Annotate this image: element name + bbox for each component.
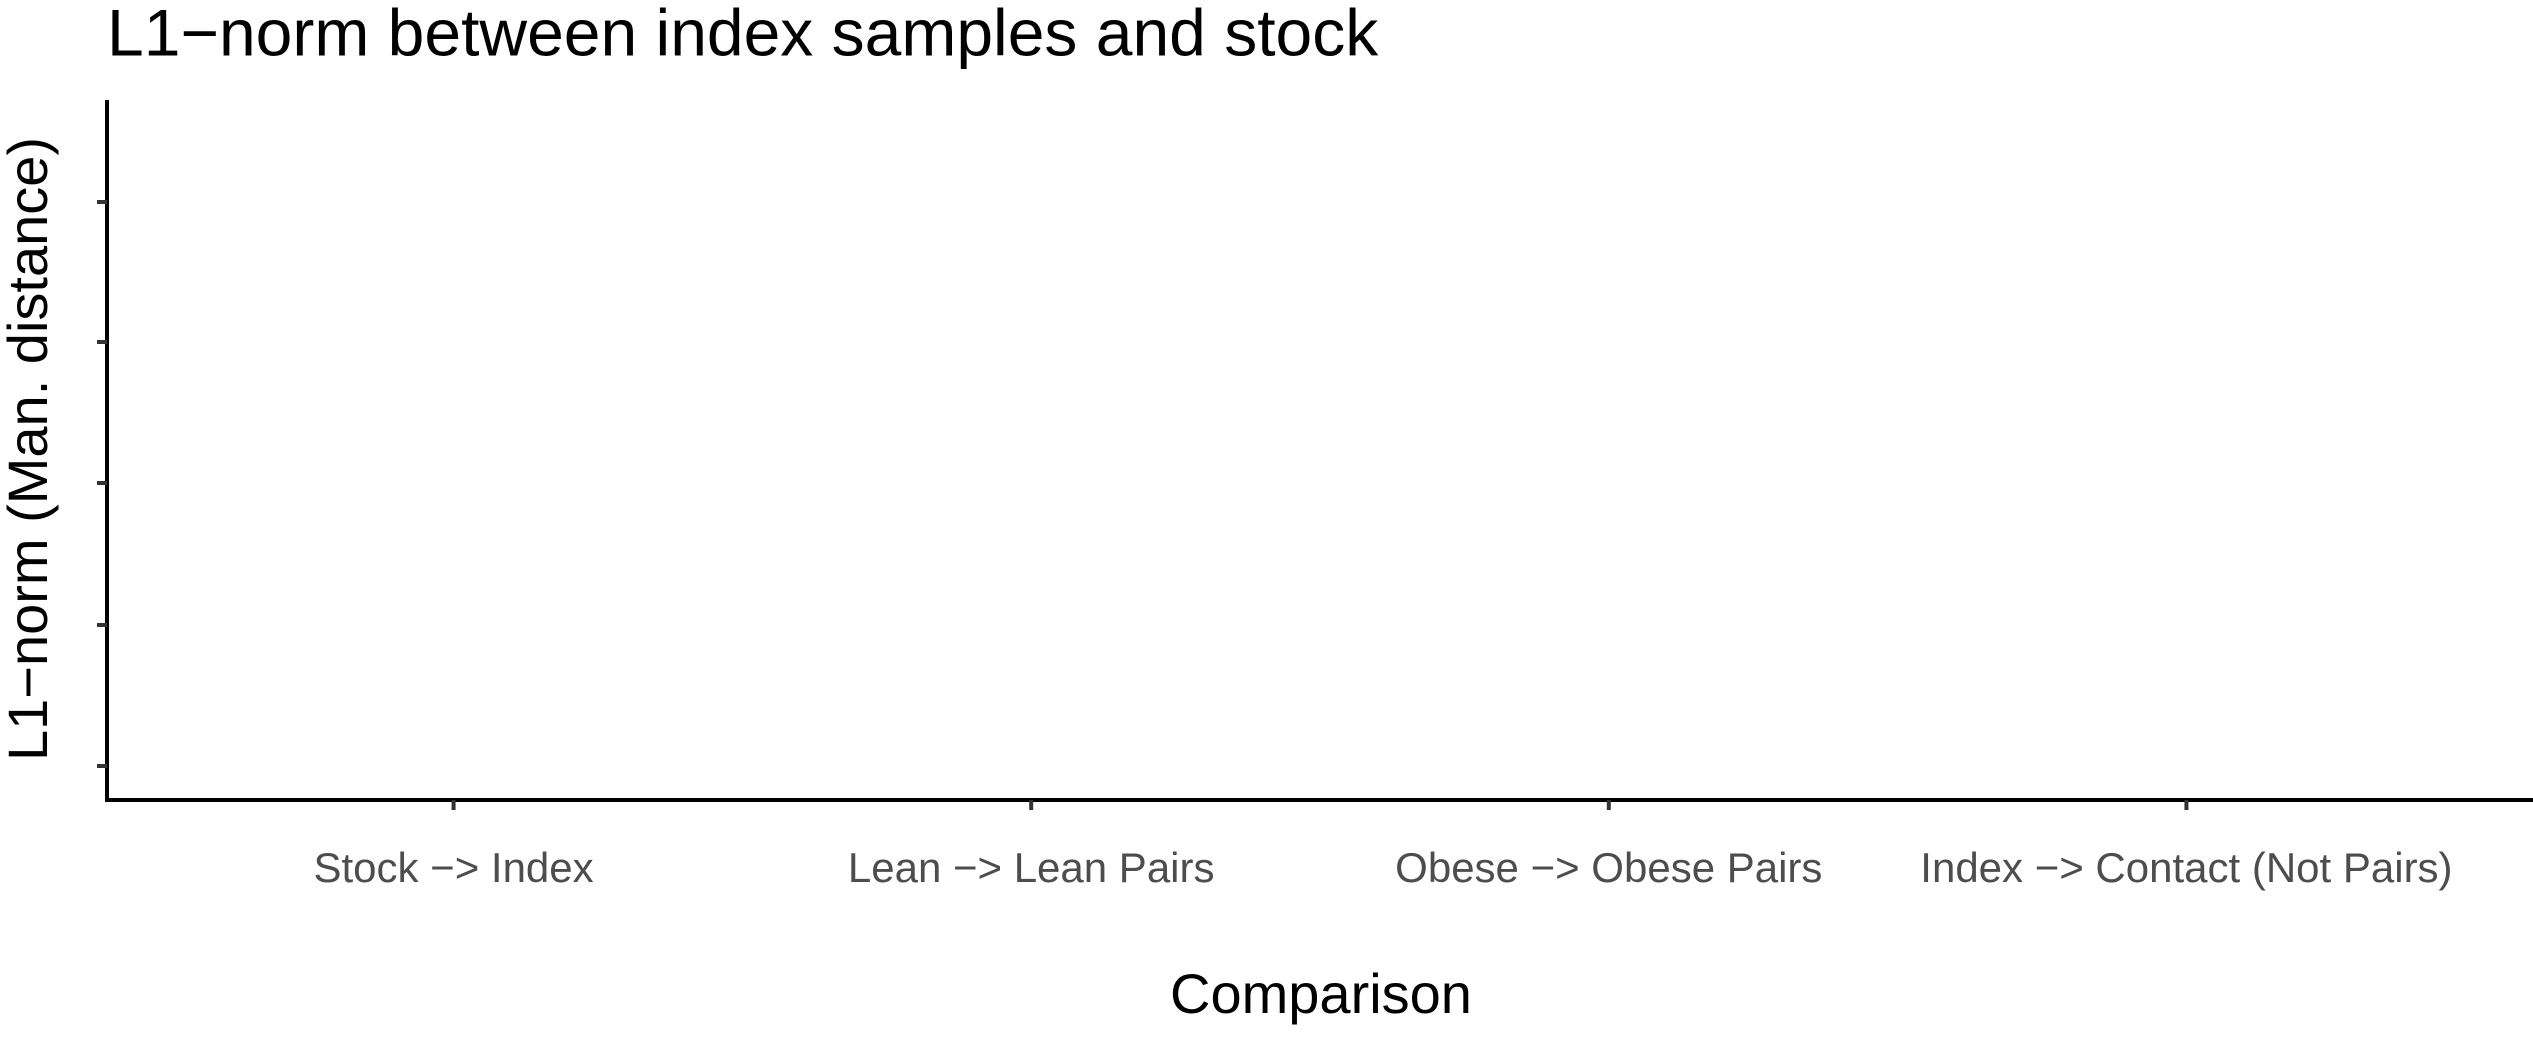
y-axis-label: L1−norm (Man. distance) bbox=[0, 137, 59, 761]
y-ticks bbox=[97, 200, 107, 768]
x-tick-label: Stock −> Index bbox=[313, 844, 593, 891]
x-tick-label: Lean −> Lean Pairs bbox=[848, 844, 1215, 891]
x-tick-label: Index −> Contact (Not Pairs) bbox=[1920, 844, 2452, 891]
x-tick-label: Obese −> Obese Pairs bbox=[1395, 844, 1822, 891]
chart-title: L1−norm between index samples and stock bbox=[107, 0, 1379, 69]
x-axis-label: Comparison bbox=[1170, 962, 1472, 1025]
